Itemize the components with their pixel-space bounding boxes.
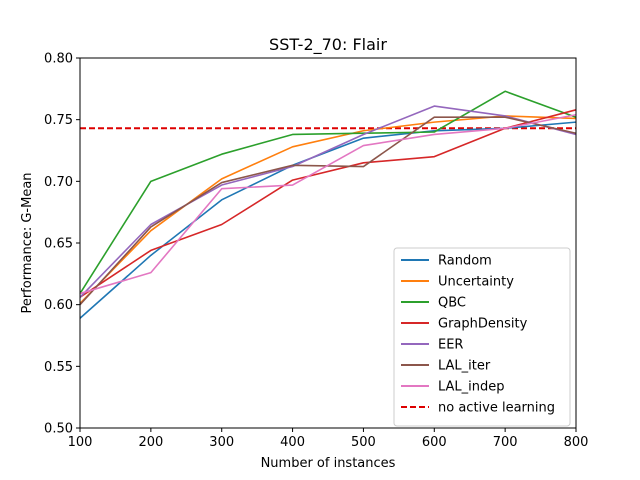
legend-label: EER xyxy=(438,338,463,353)
x-tick-label: 500 xyxy=(351,435,376,450)
y-axis-label: Performance: G-Mean xyxy=(20,172,35,313)
legend: Random Uncertainty QBC GraphDensity EER LAL_i… xyxy=(393,247,571,427)
x-axis-label: Number of instances xyxy=(261,456,396,471)
legend-label: LAL_iter xyxy=(438,359,491,374)
legend-label: LAL_indep xyxy=(438,380,505,395)
x-tick-label: 600 xyxy=(422,435,447,450)
legend-label: QBC xyxy=(438,296,466,311)
chart-title: SST-2_70: Flair xyxy=(269,35,387,55)
legend-label: Uncertainty xyxy=(438,275,514,290)
series-line-eer xyxy=(79,105,577,298)
y-tick-label: 0.70 xyxy=(44,175,73,190)
x-tick-label: 300 xyxy=(209,435,234,450)
x-tick-label: 100 xyxy=(68,435,93,450)
series-line-graphdensity xyxy=(79,109,577,298)
x-tick-label: 400 xyxy=(280,435,305,450)
legend-box xyxy=(393,247,571,427)
x-tick-label: 800 xyxy=(564,435,589,450)
y-tick-label: 0.75 xyxy=(44,113,73,128)
y-tick-label: 0.60 xyxy=(44,298,73,313)
y-tick-label: 0.65 xyxy=(44,237,73,252)
x-axis: 100 200 300 400 500 600 700 800 xyxy=(68,428,589,450)
y-axis: 0.50 0.55 0.60 0.65 0.70 0.75 0.80 xyxy=(44,52,80,437)
series-line-lal-indep xyxy=(79,113,577,295)
x-tick-label: 700 xyxy=(493,435,518,450)
series-line-qbc xyxy=(79,90,577,294)
y-tick-label: 0.50 xyxy=(44,422,73,437)
legend-label: Random xyxy=(438,254,492,269)
y-tick-label: 0.55 xyxy=(44,360,73,375)
plot-lines xyxy=(79,90,577,319)
y-tick-label: 0.80 xyxy=(44,52,73,67)
legend-label: no active learning xyxy=(438,401,555,416)
legend-label: GraphDensity xyxy=(438,317,528,332)
x-tick-label: 200 xyxy=(138,435,163,450)
